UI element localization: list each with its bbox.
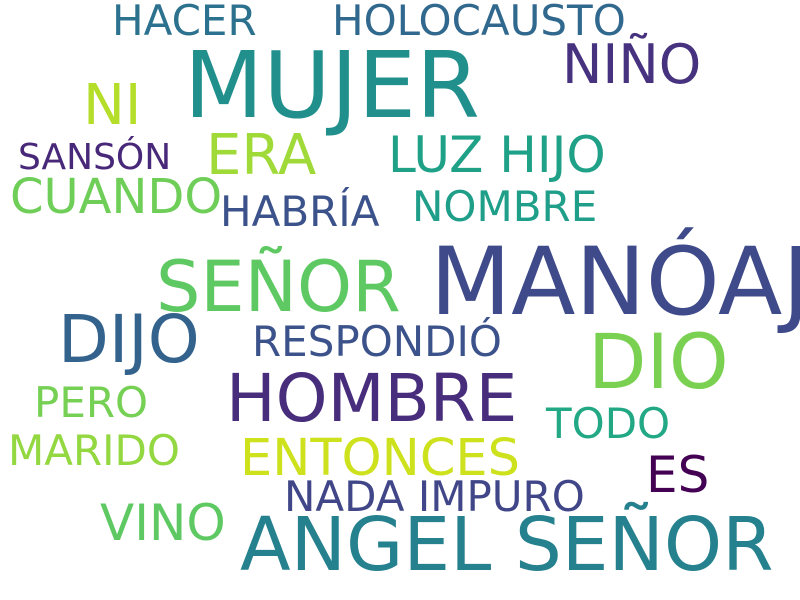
word-todo: TODO <box>546 399 671 448</box>
word-era: ERA <box>206 123 317 188</box>
word-hacer: HACER <box>112 0 257 45</box>
word-luz-hijo: LUZ HIJO <box>388 126 606 184</box>
word-senor: SEÑOR <box>156 246 401 328</box>
word-respondio: RESPONDIÓ <box>252 317 502 366</box>
word-angel-senor: ANGEL SEÑOR <box>240 502 774 588</box>
word-nada-impuro: NADA IMPURO <box>284 472 585 521</box>
word-dio: DIO <box>588 317 729 406</box>
word-manoaj: MANÓAJ <box>430 228 800 337</box>
word-dijo: DIJO <box>58 301 200 378</box>
word-cuando: CUANDO <box>10 169 223 225</box>
word-pero: PERO <box>34 378 149 427</box>
word-holocausto: HOLOCAUSTO <box>332 0 626 45</box>
word-habria: HABRÍA <box>220 187 380 236</box>
word-nino: NIÑO <box>562 33 702 96</box>
word-hombre: HOMBRE <box>226 360 518 437</box>
word-marido: MARIDO <box>8 426 180 475</box>
word-ni: NI <box>83 73 142 138</box>
word-nombre: NOMBRE <box>412 182 598 231</box>
word-es: ES <box>646 446 710 504</box>
word-vino: VINO <box>100 494 226 552</box>
word-sanson: SANSÓN <box>18 137 172 178</box>
word-entonces: ENTONCES <box>240 429 521 488</box>
word-mujer: MUJER <box>184 32 480 139</box>
